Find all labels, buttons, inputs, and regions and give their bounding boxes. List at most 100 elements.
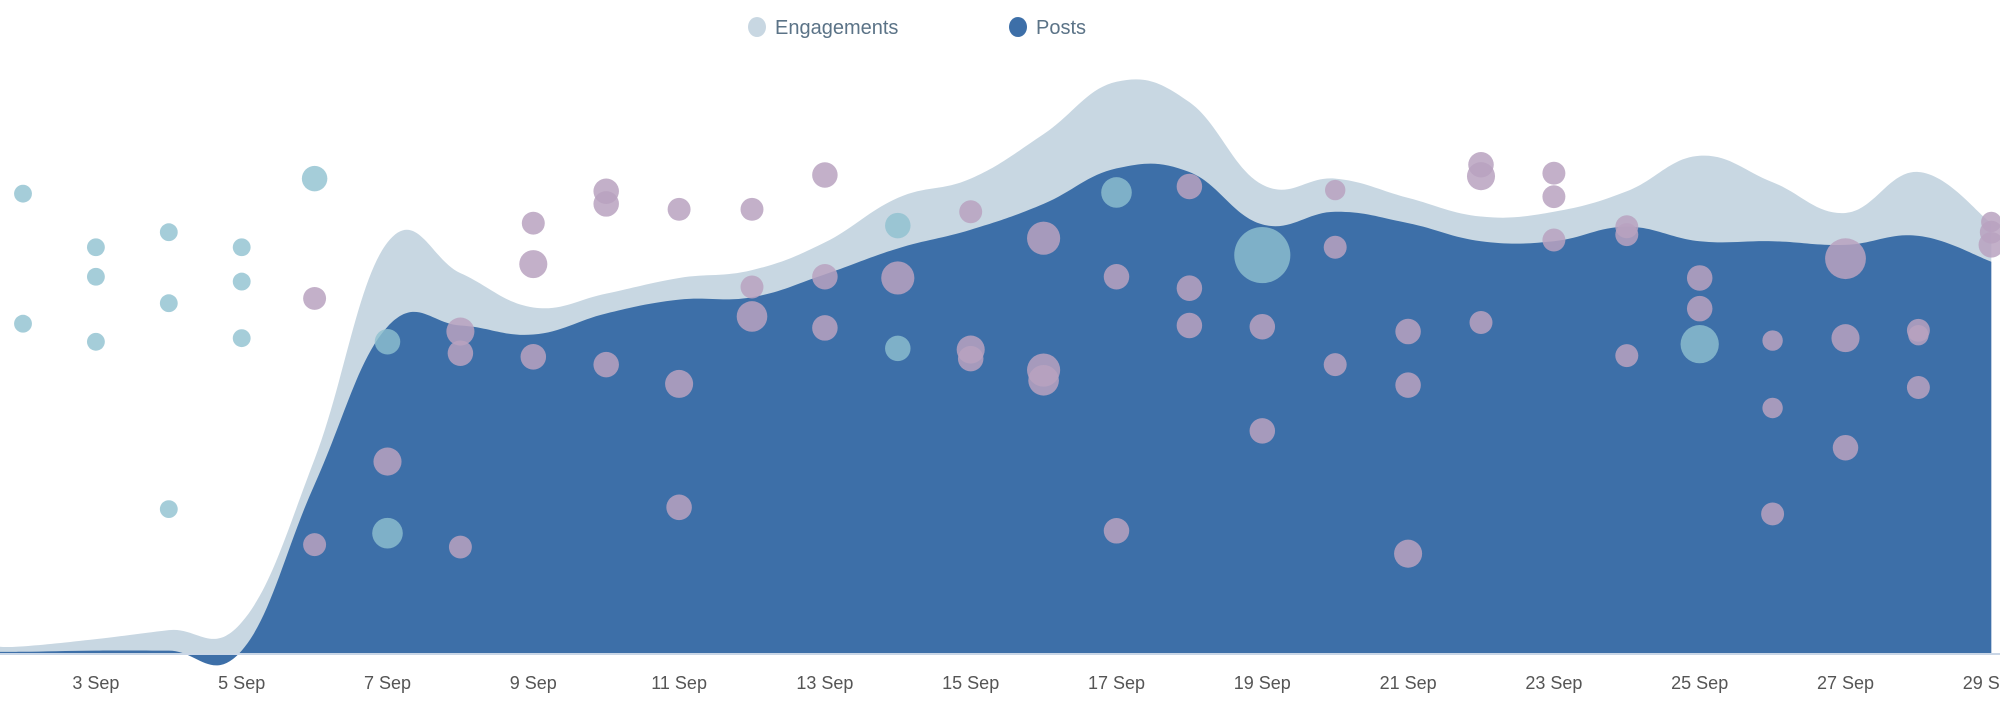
x-tick-label: 25 Sep [1671,673,1728,693]
bubble-mauve[interactable] [1686,295,1713,322]
bubble-teal[interactable] [232,238,251,257]
bubble-mauve[interactable] [1466,162,1496,191]
bubble-mauve[interactable] [1542,161,1566,185]
bubble-mauve[interactable] [740,275,764,299]
bubble-teal[interactable] [14,314,32,333]
bubble-teal[interactable] [1234,227,1291,284]
bubble-teal[interactable] [86,267,105,286]
bubble-mauve[interactable] [1615,344,1639,368]
bubble-mauve[interactable] [666,494,692,521]
bubble-mauve[interactable] [593,351,619,378]
bubble-mauve[interactable] [1323,235,1347,259]
bubble-mauve[interactable] [1176,312,1203,339]
legend-item-posts[interactable]: Posts [1009,17,1086,39]
bubble-mauve[interactable] [812,315,838,341]
bubble-mauve[interactable] [665,369,694,398]
bubble-mauve[interactable] [303,286,327,310]
bubble-teal[interactable] [159,500,178,519]
bubble-mauve[interactable] [959,200,983,224]
x-tick-label: 15 Sep [942,673,999,693]
legend-swatch-posts [1009,17,1027,37]
bubble-mauve[interactable] [1761,502,1785,526]
bubble-mauve[interactable] [1686,265,1713,291]
bubble-mauve[interactable] [519,250,548,279]
bubble-mauve[interactable] [1908,324,1929,346]
x-tick-label: 13 Sep [796,673,853,693]
bubble-teal[interactable] [885,335,911,362]
x-axis-ticks: 3 Sep 5 Sep 7 Sep 9 Sep 11 Sep 13 Sep 15 Sep 17… [72,673,2000,693]
x-tick-label: 9 Sep [510,673,557,693]
bubble-mauve[interactable] [521,211,545,235]
bubble-teal[interactable] [301,165,328,192]
bubble-mauve[interactable] [1762,330,1783,351]
bubble-mauve[interactable] [447,340,474,366]
legend: Engagements Posts [748,17,1086,39]
bubble-teal[interactable] [885,212,911,239]
x-tick-label: 21 Sep [1380,673,1437,693]
bubble-mauve[interactable] [1176,173,1203,200]
bubble-mauve[interactable] [736,301,768,332]
legend-item-engagements[interactable]: Engagements [748,17,898,39]
bubble-mauve[interactable] [1249,313,1276,340]
bubble-mauve[interactable] [1831,324,1860,353]
bubble-mauve[interactable] [1762,397,1783,419]
bubble-mauve[interactable] [1825,238,1866,280]
legend-label-posts: Posts [1036,17,1086,39]
bubble-teal[interactable] [86,238,105,257]
bubble-mauve[interactable] [1103,518,1130,544]
bubble-mauve[interactable] [1469,311,1493,334]
x-tick-label: 3 Sep [72,673,119,693]
bubble-mauve[interactable] [740,197,764,221]
bubble-teal[interactable] [374,329,401,355]
bubble-mauve[interactable] [1027,221,1061,255]
bubble-mauve[interactable] [520,344,547,370]
bubble-mauve[interactable] [1103,263,1130,290]
bubble-mauve[interactable] [1832,434,1859,461]
bubble-mauve[interactable] [373,447,402,476]
bubble-mauve[interactable] [1394,539,1423,568]
bubble-mauve[interactable] [1395,372,1421,398]
bubble-mauve[interactable] [1395,318,1421,345]
bubble-teal[interactable] [1680,325,1719,364]
x-tick-label: 7 Sep [364,673,411,693]
bubble-teal[interactable] [372,517,403,549]
bubble-teal[interactable] [232,329,251,348]
x-tick-label: 11 Sep [651,673,707,693]
bubble-mauve[interactable] [1324,179,1346,201]
x-tick-label: 17 Sep [1088,673,1145,693]
x-tick-label: 29 Sep [1963,673,2000,693]
bubble-teal[interactable] [232,272,251,291]
bubble-mauve[interactable] [957,345,984,372]
x-tick-label: 19 Sep [1234,673,1291,693]
bubble-mauve[interactable] [1542,185,1566,209]
bubble-mauve[interactable] [1249,418,1276,444]
bubble-teal[interactable] [14,184,32,203]
bubble-mauve[interactable] [1615,223,1639,247]
area-posts [0,163,1992,666]
bubble-teal[interactable] [86,332,105,351]
bubble-mauve[interactable] [448,535,472,559]
bubble-mauve[interactable] [303,533,327,557]
bubble-mauve[interactable] [1028,364,1059,396]
bubble-teal[interactable] [159,294,178,313]
x-tick-label: 23 Sep [1525,673,1582,693]
bubble-mauve[interactable] [1978,232,2000,258]
bubble-mauve[interactable] [881,261,915,295]
bubble-mauve[interactable] [593,191,619,217]
bubble-mauve[interactable] [1323,353,1347,377]
bubble-mauve[interactable] [1906,376,1930,399]
legend-label-engagements: Engagements [775,17,898,39]
bubble-mauve[interactable] [446,317,475,346]
x-tick-label: 27 Sep [1817,673,1874,693]
x-tick-label: 5 Sep [218,673,265,693]
bubble-teal[interactable] [159,223,178,242]
bubble-teal[interactable] [1101,177,1132,208]
bubble-mauve[interactable] [812,263,838,290]
areas [0,79,1992,666]
bubble-mauve[interactable] [667,197,691,221]
bubble-mauve[interactable] [812,162,838,188]
bubble-mauve[interactable] [1176,275,1203,301]
bubble-mauve[interactable] [1542,228,1566,252]
legend-swatch-engagements [748,17,766,37]
